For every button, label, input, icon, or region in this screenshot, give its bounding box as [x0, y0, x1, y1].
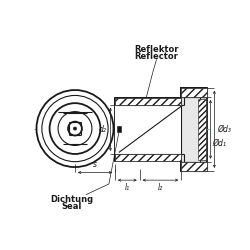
Text: Ød₁: Ød₁ — [212, 139, 226, 148]
Bar — [181, 162, 208, 171]
Bar — [116, 126, 121, 132]
Text: Reflektor: Reflektor — [134, 46, 179, 54]
Bar — [115, 154, 181, 161]
Bar — [181, 97, 200, 162]
Text: l₁: l₁ — [125, 183, 130, 192]
Bar — [198, 98, 206, 160]
Text: s: s — [93, 160, 97, 168]
Bar — [181, 88, 208, 97]
Polygon shape — [115, 88, 208, 105]
Bar — [115, 98, 181, 105]
Circle shape — [74, 127, 76, 130]
Text: Seal: Seal — [62, 202, 82, 211]
Text: l₂: l₂ — [158, 183, 163, 192]
Circle shape — [36, 90, 114, 167]
Polygon shape — [115, 154, 208, 171]
Text: d₂: d₂ — [99, 125, 106, 134]
Text: Dichtung: Dichtung — [50, 195, 94, 204]
Bar — [181, 88, 208, 171]
Bar — [181, 162, 208, 171]
Text: Reflector: Reflector — [135, 52, 178, 61]
Text: Ød₃: Ød₃ — [218, 125, 231, 134]
Bar — [115, 105, 181, 154]
Bar — [181, 88, 208, 97]
